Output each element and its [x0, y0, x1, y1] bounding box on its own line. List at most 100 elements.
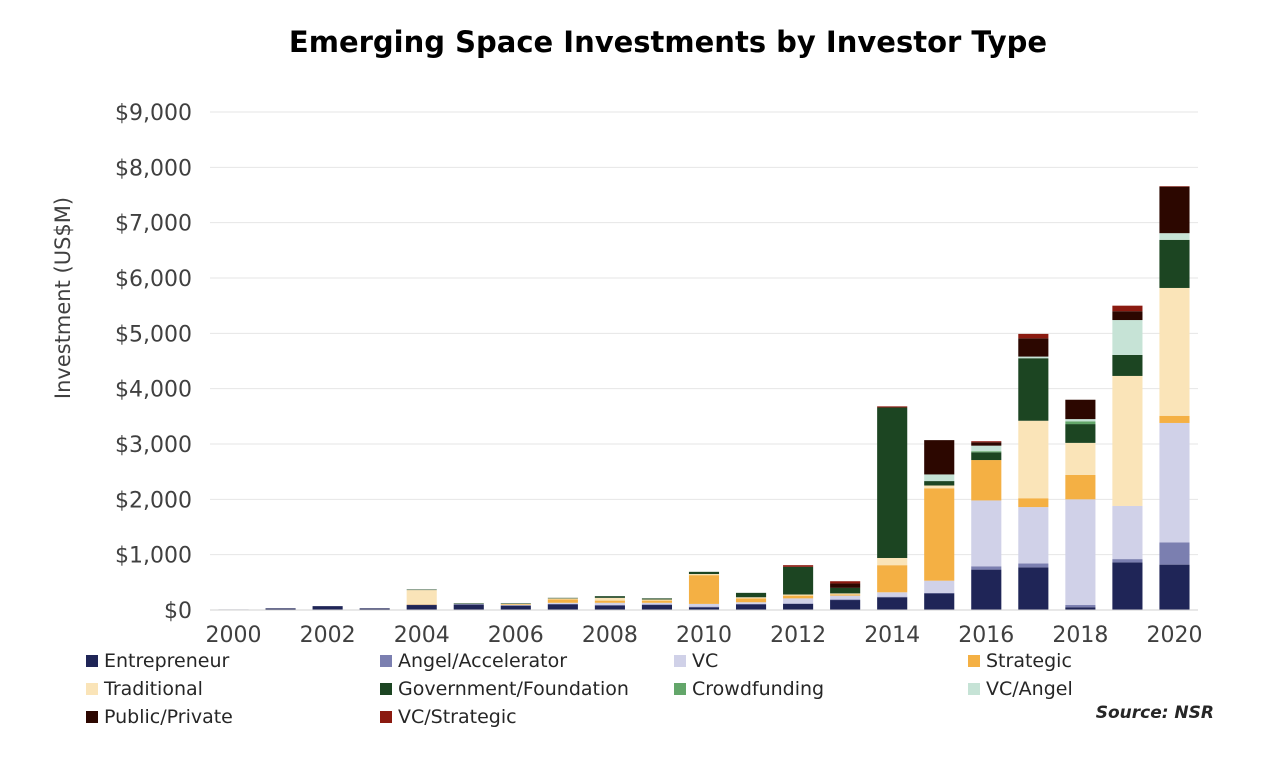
legend-item-vc-strategic: VC/Strategic: [380, 706, 517, 728]
legend: Entrepreneur Angel/Accelerator VC Strategic…: [86, 650, 1073, 728]
legend-swatch: [968, 655, 980, 667]
bar-segment-traditional-2020: [1159, 287, 1190, 416]
bar-segment-government-foundation-2017: [1018, 358, 1049, 421]
bar-segment-government-foundation-2019: [1112, 354, 1143, 376]
bar-segment-entrepreneur-2014: [877, 597, 908, 610]
bar-segment-entrepreneur-2008: [594, 605, 625, 610]
bar-segment-crowdfunding-2016: [971, 451, 1002, 453]
legend-swatch: [380, 655, 392, 667]
bar-segment-public-private-2017: [1018, 338, 1049, 357]
legend-item-vc: VC: [674, 650, 718, 672]
y-axis-ticks: $0 $1,000 $2,000 $3,000 $4,000 $5,000 $6,000 $7…: [115, 101, 192, 624]
bar-segment-traditional-2009: [641, 599, 673, 601]
bar-segment-angel-accelerator-2014: [877, 596, 908, 598]
legend-swatch: [674, 655, 686, 667]
bar-segment-strategic-2011: [735, 598, 767, 603]
bar-segment-government-foundation-2014: [877, 407, 908, 558]
bar-segment-strategic-2004: [406, 603, 437, 605]
bar-segment-entrepreneur-2003: [359, 608, 390, 610]
bar-segment-traditional-2014: [877, 557, 908, 566]
bar-segment-entrepreneur-2001: [265, 608, 296, 610]
bar-segment-angel-accelerator-2016: [971, 566, 1002, 570]
x-tick-label: 2000: [206, 623, 262, 648]
bar-segment-vc-angel-2016: [971, 445, 1002, 452]
y-tick-label: $6,000: [115, 267, 192, 292]
legend-item-public-private: Public/Private: [86, 706, 233, 728]
bar-segment-entrepreneur-2009: [641, 605, 673, 610]
y-tick-label: $5,000: [115, 322, 192, 347]
bar-segment-entrepreneur-2011: [735, 604, 767, 610]
bar-segment-angel-accelerator-2019: [1112, 559, 1143, 563]
bar-segment-traditional-2006: [500, 603, 531, 605]
bar-segment-vc-strategic-2020: [1159, 186, 1190, 187]
bar-segment-government-foundation-2008: [594, 596, 625, 598]
bar-segment-vc-strategic-2014: [877, 406, 908, 408]
bar-segment-angel-accelerator-2009: [641, 604, 673, 606]
bar-segment-government-foundation-2016: [971, 452, 1002, 461]
bar-segment-strategic-2014: [877, 565, 908, 593]
x-tick-label: 2004: [394, 623, 450, 648]
bar-segment-strategic-2010: [688, 575, 720, 604]
bar-segment-vc-2005: [453, 603, 484, 605]
source-note: Source: NSR: [1096, 703, 1214, 723]
bar-segment-entrepreneur-2010: [688, 607, 720, 610]
bar-segment-entrepreneur-2018: [1065, 607, 1096, 610]
bar-segment-strategic-2006: [500, 604, 531, 606]
bar-segment-vc-angel-2018: [1065, 419, 1096, 422]
bar-segment-strategic-2016: [971, 460, 1002, 501]
bar-segment-entrepreneur-2004: [406, 605, 437, 610]
bar-segment-public-private-2020: [1159, 186, 1190, 234]
bar-segment-vc-2020: [1159, 422, 1190, 543]
y-tick-label: $0: [164, 599, 192, 624]
bar-segment-angel-accelerator-2015: [924, 592, 955, 594]
legend-swatch: [86, 711, 98, 723]
bar-segment-entrepreneur-2002: [312, 606, 343, 610]
legend-item-angel-accelerator: Angel/Accelerator: [380, 650, 567, 672]
x-tick-label: 2002: [300, 623, 356, 648]
x-tick-label: 2016: [958, 623, 1014, 648]
bar-segment-vc-2014: [877, 592, 908, 597]
bars: [218, 186, 1190, 610]
bar-segment-traditional-2019: [1112, 375, 1143, 506]
bar-segment-vc-2006: [500, 605, 531, 606]
bar-segment-vc-2011: [735, 602, 767, 604]
bar-segment-strategic-2008: [594, 600, 625, 603]
y-tick-label: $4,000: [115, 378, 192, 403]
bar-segment-crowdfunding-2018: [1065, 421, 1096, 425]
bar-segment-vc-strategic-2019: [1112, 305, 1143, 312]
bar-segment-vc-strategic-2016: [971, 441, 1002, 443]
x-tick-label: 2020: [1146, 623, 1202, 648]
bar-segment-government-foundation-2005: [453, 603, 484, 604]
legend-label: Government/Foundation: [398, 678, 629, 700]
bar-segment-government-foundation-2012: [783, 566, 814, 595]
legend-swatch: [86, 655, 98, 667]
bar-segment-public-private-2018: [1065, 399, 1096, 420]
bar-segment-vc-2010: [688, 603, 720, 607]
x-tick-label: 2006: [488, 623, 544, 648]
bar-segment-entrepreneur-2020: [1159, 564, 1190, 610]
bar-segment-vc-angel-2019: [1112, 320, 1143, 355]
bar-segment-vc-2008: [594, 602, 625, 606]
legend-item-crowdfunding: Crowdfunding: [674, 678, 824, 700]
y-tick-label: $2,000: [115, 488, 192, 513]
bar-segment-entrepreneur-2019: [1112, 562, 1143, 610]
bar-segment-government-foundation-2010: [688, 571, 720, 575]
legend-item-government-foundation: Government/Foundation: [380, 678, 629, 700]
bar-segment-vc-angel-2015: [924, 474, 955, 482]
bar-segment-vc-2012: [783, 598, 814, 604]
bar-segment-angel-accelerator-2018: [1065, 605, 1096, 608]
legend-item-strategic: Strategic: [968, 650, 1072, 672]
bar-segment-entrepreneur-2005: [453, 604, 484, 610]
bar-segment-traditional-2011: [735, 597, 767, 599]
legend-swatch: [674, 683, 686, 695]
legend-label: VC/Angel: [986, 678, 1073, 700]
bar-segment-strategic-2012: [783, 595, 814, 599]
bar-segment-entrepreneur-2012: [783, 603, 814, 610]
bar-segment-traditional-2004: [406, 590, 437, 604]
bar-segment-strategic-2013: [830, 594, 861, 596]
bar-segment-angel-accelerator-2017: [1018, 563, 1049, 568]
bar-segment-vc-2015: [924, 580, 955, 593]
bar-segment-vc-2017: [1018, 507, 1049, 564]
bar-segment-vc-angel-2020: [1159, 233, 1190, 240]
bar-segment-traditional-2018: [1065, 442, 1096, 475]
